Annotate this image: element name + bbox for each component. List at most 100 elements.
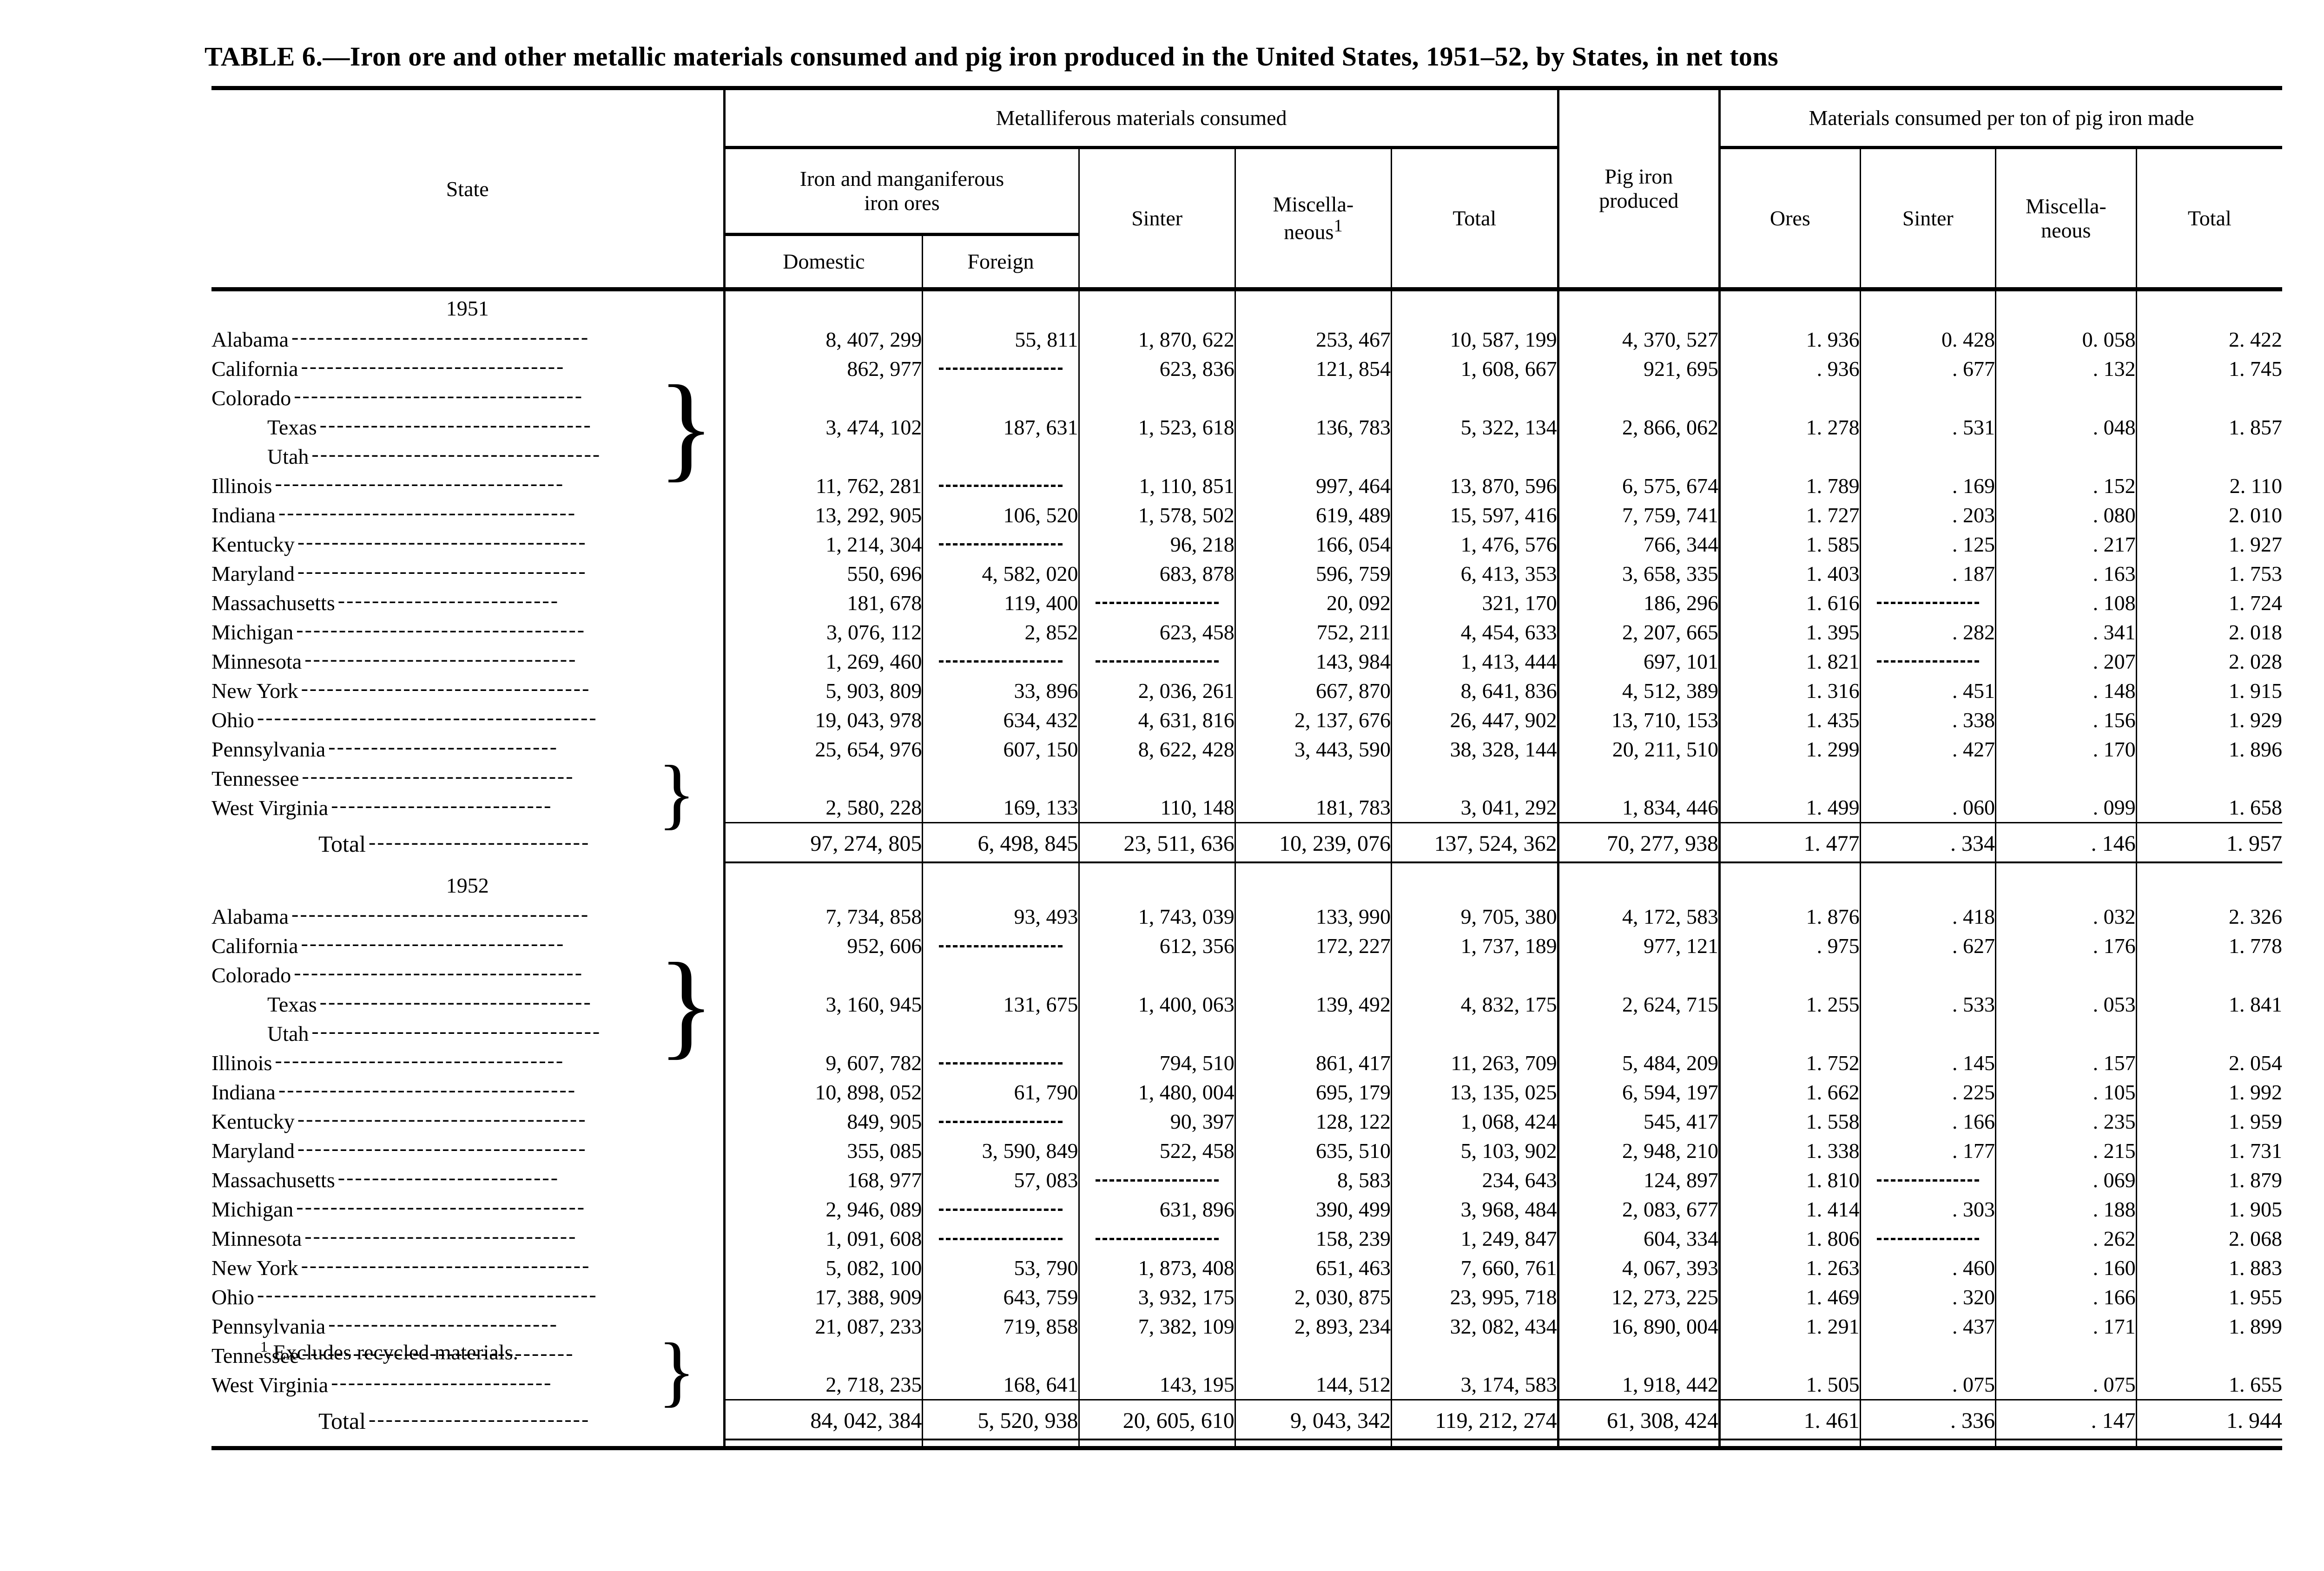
cell-r-total: 1. 957 (2135, 822, 2282, 862)
cell-foreign (922, 647, 1079, 676)
cell-sinter (1078, 1224, 1235, 1254)
table-row: Colorado --------------------------------… (211, 383, 2282, 413)
cell-domestic: 1, 214, 304 (723, 530, 923, 559)
cell-r-total: 2. 018 (2135, 618, 2282, 647)
cell-r-sinter: . 060 (1859, 793, 1996, 822)
cell-sinter: 2, 036, 261 (1078, 676, 1235, 705)
table-row: Kentucky --------------------------------… (211, 530, 2282, 559)
cell-total: 4, 832, 175 (1390, 990, 1558, 1019)
state-name: Tennessee (211, 766, 302, 790)
cell-state: Minnesota -------------------------------… (211, 647, 725, 676)
table-head: State Metalliferous materials consumed P… (211, 86, 2282, 289)
year-spacer-domestic (723, 868, 923, 902)
cell-r-misc: . 048 (1995, 413, 2137, 442)
cell-foreign (922, 471, 1079, 500)
table-row: Maryland --------------------------------… (211, 559, 2282, 588)
empty-dash-rule (939, 543, 1063, 546)
state-name: Massachusetts (211, 591, 338, 615)
table-row: Colorado --------------------------------… (211, 960, 2282, 990)
cell-sinter: 90, 397 (1078, 1107, 1235, 1137)
cell-total: 1, 249, 847 (1390, 1224, 1558, 1254)
cell-sinter: 623, 836 (1078, 354, 1235, 383)
year-spacer-r-sinter (1859, 287, 1996, 325)
cell-r-misc (1995, 442, 2137, 471)
cell-foreign: 3, 590, 849 (922, 1136, 1079, 1166)
cell-total: 234, 643 (1390, 1165, 1558, 1195)
cell-sinter: 143, 195 (1078, 1370, 1235, 1400)
cell-state: New York --------------------------------… (211, 1254, 725, 1283)
dot-leader: -------------------------- (337, 589, 560, 611)
cell-r-misc: . 235 (1995, 1107, 2137, 1137)
cell-pig: 12, 273, 225 (1557, 1282, 1720, 1312)
cell-r-total (2135, 764, 2282, 793)
cell-r-misc (1995, 960, 2137, 990)
cell-r-ores: 1. 278 (1718, 413, 1861, 442)
cell-state: Indiana ---------------------------------… (211, 500, 725, 530)
cell-sinter (1078, 442, 1235, 471)
cell-total (1390, 442, 1558, 471)
table-row: Alabama ---------------------------------… (211, 902, 2282, 932)
total-row: Total -------------------------- 84, 042, … (211, 1399, 2282, 1440)
table-row: California ------------------------------… (211, 931, 2282, 961)
cell-r-misc (1995, 764, 2137, 793)
state-name: Tennessee (211, 1344, 302, 1367)
table-row: Tennessee -------------------------------… (211, 764, 2282, 793)
cell-foreign (922, 442, 1079, 471)
closing-rule-domestic (723, 1439, 923, 1448)
cell-sinter (1078, 1019, 1235, 1049)
cell-r-total (2135, 442, 2282, 471)
dot-leader: ---------------------------------------- (257, 1284, 598, 1305)
header-ratio-misc-line2: neous (2041, 218, 2091, 242)
cell-sinter: 20, 605, 610 (1078, 1399, 1235, 1440)
cell-pig (1557, 1341, 1720, 1371)
cell-r-misc: . 053 (1995, 990, 2137, 1019)
cell-foreign: 5, 520, 938 (922, 1399, 1079, 1440)
cell-r-ores (1718, 1019, 1861, 1049)
cell-r-ores: 1. 752 (1718, 1048, 1861, 1078)
dot-leader: -------------------------- (369, 831, 590, 853)
dot-leader: -------------------------------- (304, 648, 577, 670)
cell-misc: 181, 783 (1234, 793, 1392, 822)
cell-state: Colorado --------------------------------… (211, 383, 725, 413)
header-pig-iron-line2: produced (1599, 189, 1679, 212)
footnote: 1 Excludes recycled materials. (260, 1338, 518, 1364)
cell-misc: 997, 464 (1234, 471, 1392, 500)
closing-rule-total (1390, 861, 1558, 869)
header-row-domestic-foreign: Domestic Foreign (211, 234, 2282, 289)
dot-leader: ----------------------------------- (278, 1079, 577, 1100)
cell-state: Alabama ---------------------------------… (211, 325, 725, 354)
cell-misc: 390, 499 (1234, 1195, 1392, 1224)
header-group-per-ton: Materials consumed per ton of pig iron m… (1718, 86, 2282, 149)
cell-misc: 695, 179 (1234, 1078, 1392, 1107)
header-misc-footnote-marker: 1 (1334, 216, 1343, 236)
header-ratio-sinter: Sinter (1859, 147, 1996, 289)
cell-pig: 20, 211, 510 (1557, 735, 1720, 764)
cell-r-misc: . 147 (1995, 1399, 2137, 1440)
header-ratio-misc-line1: Miscella- (2025, 194, 2106, 218)
cell-r-sinter (1859, 442, 1996, 471)
cell-foreign: 643, 759 (922, 1282, 1079, 1312)
dot-leader: ---------------------------------- (294, 962, 584, 983)
cell-foreign (922, 1341, 1079, 1371)
cell-total: 5, 322, 134 (1390, 413, 1558, 442)
cell-domestic: 2, 580, 228 (723, 793, 923, 822)
state-name: Pennsylvania (211, 737, 329, 761)
cell-foreign: 57, 083 (922, 1165, 1079, 1195)
cell-r-sinter: . 125 (1859, 530, 1996, 559)
cell-r-total: 1. 745 (2135, 354, 2282, 383)
cell-sinter: 631, 896 (1078, 1195, 1235, 1224)
cell-domestic: 7, 734, 858 (723, 902, 923, 932)
cell-foreign: 33, 896 (922, 676, 1079, 705)
empty-dash-rule (939, 660, 1063, 663)
cell-r-sinter (1859, 764, 1996, 793)
cell-r-misc: . 188 (1995, 1195, 2137, 1224)
cell-r-ores: 1. 821 (1718, 647, 1861, 676)
cell-pig: 70, 277, 938 (1557, 822, 1720, 862)
cell-domestic: 355, 085 (723, 1136, 923, 1166)
cell-r-total: 2. 110 (2135, 471, 2282, 500)
table-row: New York --------------------------------… (211, 676, 2282, 705)
cell-r-total: 1. 905 (2135, 1195, 2282, 1224)
cell-state: Massachusetts -------------------------- (211, 588, 725, 618)
cell-state: Illinois --------------------------------… (211, 471, 725, 500)
table-row: Pennsylvania --------------------------- 2… (211, 735, 2282, 764)
